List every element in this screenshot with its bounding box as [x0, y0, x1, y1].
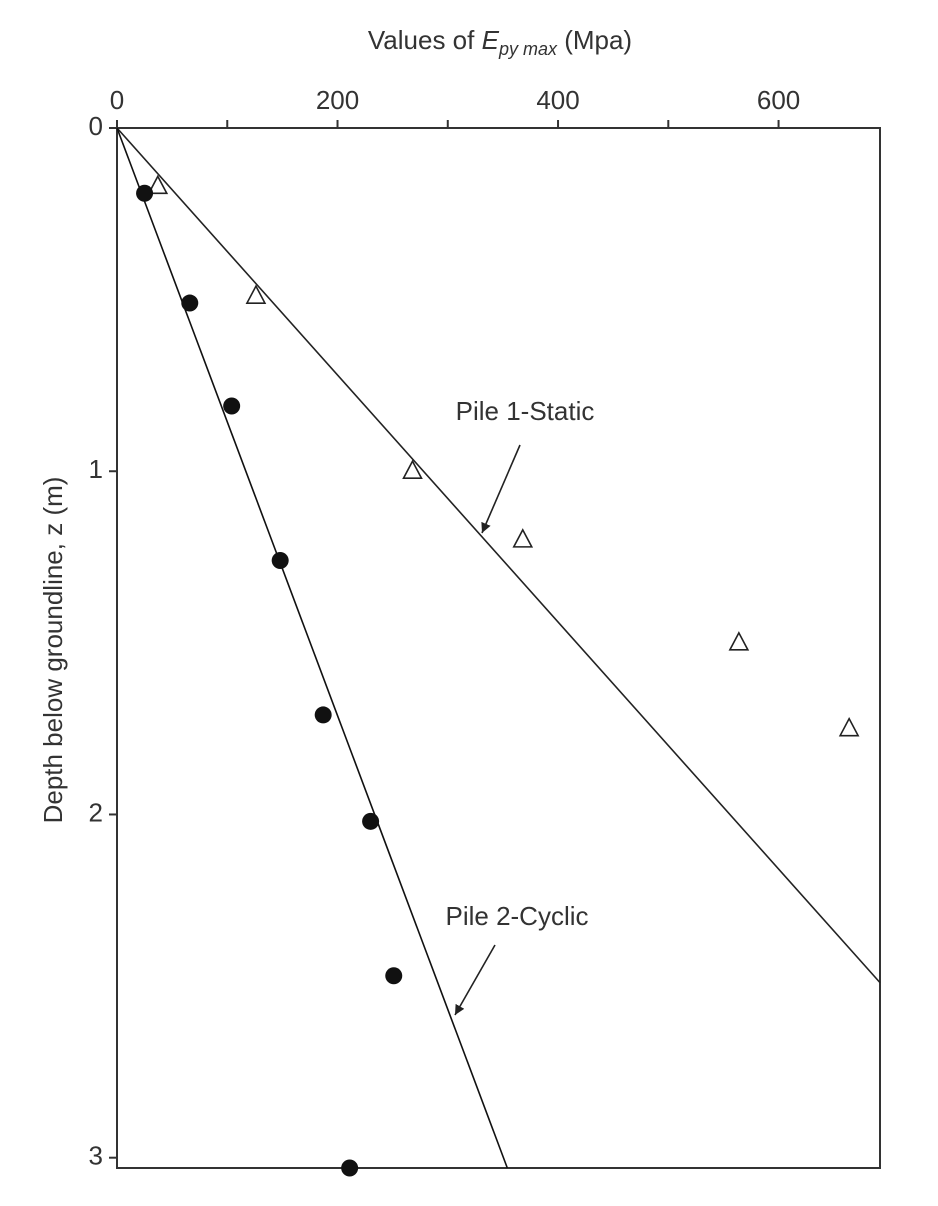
fit-line	[116, 127, 509, 1169]
x-tick-label: 200	[316, 85, 359, 115]
circle-marker	[136, 184, 154, 202]
x-axis-label: Values of Epy max (Mpa)	[368, 25, 632, 59]
x-label-unit: (Mpa)	[557, 25, 632, 55]
annotation-arrow	[481, 444, 521, 534]
x-label-text: Values of	[368, 25, 482, 55]
y-tick-label: 3	[89, 1141, 103, 1171]
annotation-arrow	[454, 944, 496, 1016]
triangle-marker	[728, 631, 750, 651]
annotation: Pile 2-Cyclic	[445, 901, 588, 931]
triangle-marker	[512, 528, 534, 548]
circle-marker	[223, 397, 241, 415]
circle-marker	[271, 551, 289, 569]
y-tick-label: 1	[89, 454, 103, 484]
y-axis-label: Depth below groundline, z (m)	[38, 477, 68, 824]
triangle-marker	[838, 716, 860, 737]
circle-marker	[181, 294, 199, 312]
triangle-marker	[245, 284, 267, 304]
circle-marker	[341, 1159, 359, 1177]
x-label-subscript: py max	[498, 39, 558, 59]
circle-marker	[314, 706, 332, 724]
x-label-symbol: E	[482, 25, 500, 55]
plot-frame	[116, 127, 881, 1169]
y-tick-label: 0	[89, 111, 103, 141]
x-tick-label: 400	[536, 85, 579, 115]
fit-line	[116, 127, 881, 984]
triangle-marker	[402, 459, 423, 480]
annotation: Pile 1-Static	[456, 396, 595, 426]
triangle-marker	[147, 174, 169, 195]
circle-marker	[385, 967, 403, 985]
y-tick-label: 2	[89, 797, 103, 827]
circle-marker	[362, 812, 380, 830]
x-tick-label: 0	[110, 85, 124, 115]
x-tick-label: 600	[757, 85, 800, 115]
